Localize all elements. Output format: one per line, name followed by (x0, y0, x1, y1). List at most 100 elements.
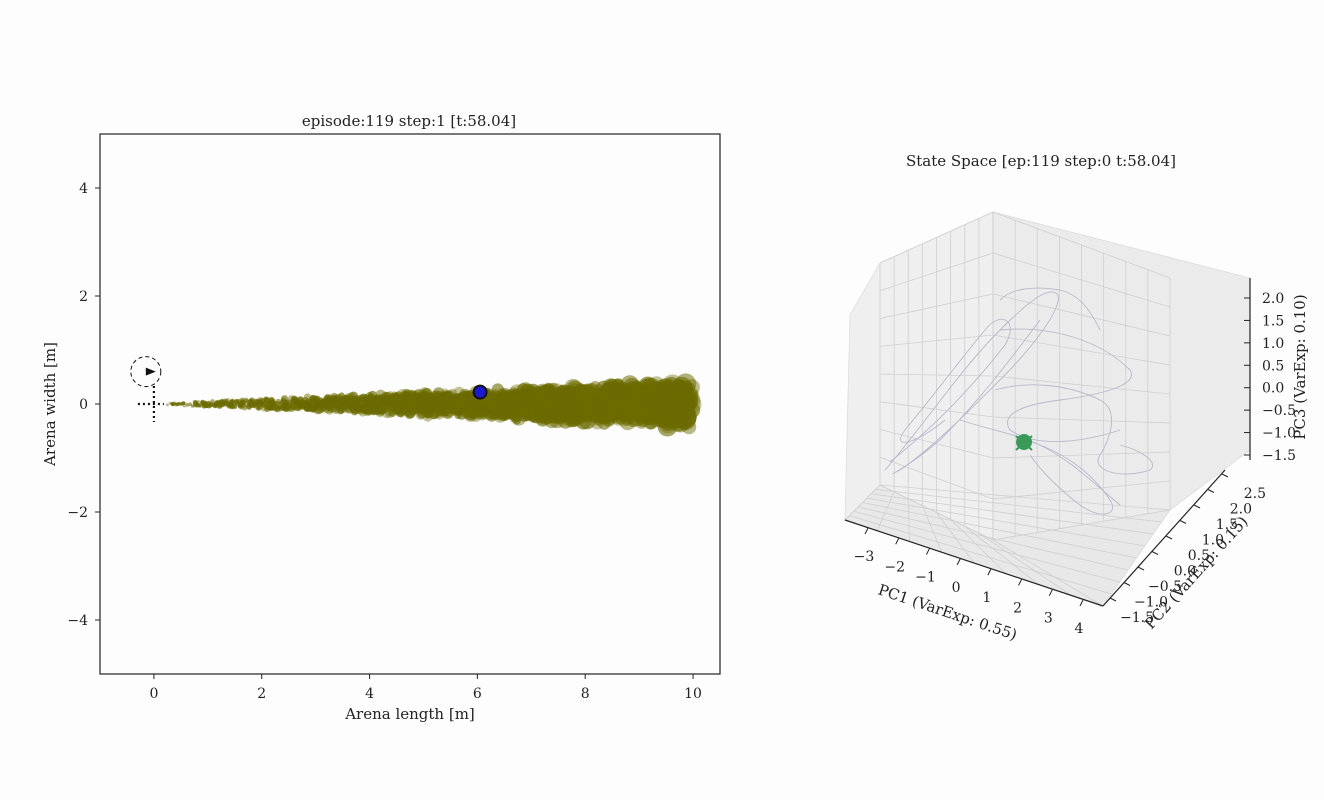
pc3-tick-label: 1.0 (1262, 336, 1284, 352)
pc1-tick-label: −1 (915, 570, 936, 586)
plume-point (218, 402, 224, 407)
trajectory-line (884, 291, 1059, 475)
plume-point (511, 391, 522, 403)
plume-point (604, 410, 616, 421)
plume-point (338, 396, 348, 406)
plume-point (467, 406, 476, 414)
plume-point (232, 403, 238, 409)
plume-point (449, 395, 461, 407)
plume-point (654, 389, 676, 411)
pc2-tick-label: 2.5 (1244, 486, 1266, 502)
pc2-tick-mark (1165, 535, 1173, 540)
plume-point (347, 401, 357, 411)
plume-point (223, 398, 229, 404)
plume-point (656, 382, 670, 396)
agent-marker (472, 384, 488, 400)
pc1-axis (844, 519, 1104, 607)
arena-plot: episode:119 step:1 [t:58.04] 0 2 4 6 8 10 −4−… (41, 112, 721, 723)
plume-point (223, 402, 228, 407)
3d-grid (844, 211, 1171, 607)
plume-point (280, 402, 286, 408)
plume-point (181, 401, 185, 405)
plume-point (379, 404, 386, 411)
plume-point (402, 390, 412, 400)
plume-point (455, 397, 464, 406)
plume-point (303, 393, 311, 401)
plume-point (171, 403, 175, 407)
pc1-tick-label: 1 (982, 590, 991, 606)
plume-point (359, 396, 366, 403)
state-space-plot: State Space [ep:119 step:0 t:58.04] −3 −2… (844, 152, 1309, 644)
pc1-tick-mark (925, 548, 930, 555)
plume-point (216, 400, 222, 406)
plume-point (297, 396, 305, 403)
plume-point (430, 403, 440, 413)
plume-point (613, 381, 631, 399)
plume-point (185, 402, 189, 406)
plume-point (216, 404, 221, 409)
plume-point (304, 402, 313, 411)
x-tick-label: 10 (684, 686, 702, 702)
plume-point (210, 399, 215, 404)
pc2-tick-mark (1221, 473, 1229, 478)
plume-point (510, 390, 521, 401)
plume-point (501, 402, 510, 411)
trajectory-line (994, 384, 1153, 475)
trajectory (884, 287, 1153, 515)
plume-point (202, 404, 207, 409)
pc1-label: PC1 (VarExp: 0.55) (876, 581, 1020, 644)
plume-point (264, 396, 270, 403)
plume-point (227, 404, 232, 409)
pc1-tick-mark (987, 568, 992, 576)
pc3-tick-label: 2.0 (1262, 291, 1284, 307)
x-tick-label: 4 (365, 686, 374, 702)
current-state-marker (1015, 434, 1033, 451)
pc3-tick-label: −1.0 (1262, 426, 1296, 442)
plume-point (285, 399, 293, 406)
plume-point (543, 382, 553, 392)
plume-point (298, 402, 305, 409)
plume-point (249, 403, 255, 409)
pc2-axis (1102, 469, 1226, 607)
marker-dot (1016, 434, 1032, 450)
plume-point (509, 387, 519, 397)
plume-point (497, 399, 507, 409)
plume-point (225, 398, 231, 403)
y-tick-label: −2 (67, 505, 88, 521)
plume-point (408, 402, 421, 415)
pc1-tick-mark (1048, 589, 1053, 596)
floor-grid-line (875, 488, 1162, 523)
plume-point (229, 402, 235, 407)
y-tick-label: 4 (79, 181, 88, 197)
pc2-tick-mark (1137, 566, 1145, 571)
plume-point (592, 399, 609, 416)
plume-point (229, 399, 234, 405)
plume-point (639, 403, 656, 420)
plume-point (284, 405, 290, 411)
floor-grid-line (964, 525, 1039, 585)
plume-point (520, 406, 534, 420)
pc2-tick-mark (1123, 582, 1131, 586)
plume-point (203, 403, 208, 408)
x-tick-label: 0 (149, 686, 158, 702)
y-tick-label: 0 (79, 397, 88, 413)
pc1-tick-label: 2 (1013, 600, 1022, 616)
plume-point (323, 399, 330, 406)
pc2-tick-label: −1.0 (1134, 595, 1168, 611)
trajectory-line (999, 287, 1101, 331)
plume-point (388, 408, 397, 418)
pc2-ticks: −1.5−1.0−0.50.00.51.01.52.02.5 (1109, 473, 1266, 626)
plume-point (220, 402, 225, 408)
floor-grid-line (866, 497, 1145, 547)
plume-point (219, 399, 224, 404)
plume-point (377, 393, 384, 400)
plume-point (244, 402, 250, 408)
pc2-tick-mark (1109, 597, 1117, 602)
wall-grid-line (879, 373, 1171, 395)
plume-point (635, 416, 648, 429)
plume-point (479, 404, 488, 413)
plume-point (259, 400, 264, 405)
plume-point (543, 411, 561, 429)
plume-point (178, 402, 182, 406)
plume-point (175, 402, 180, 407)
